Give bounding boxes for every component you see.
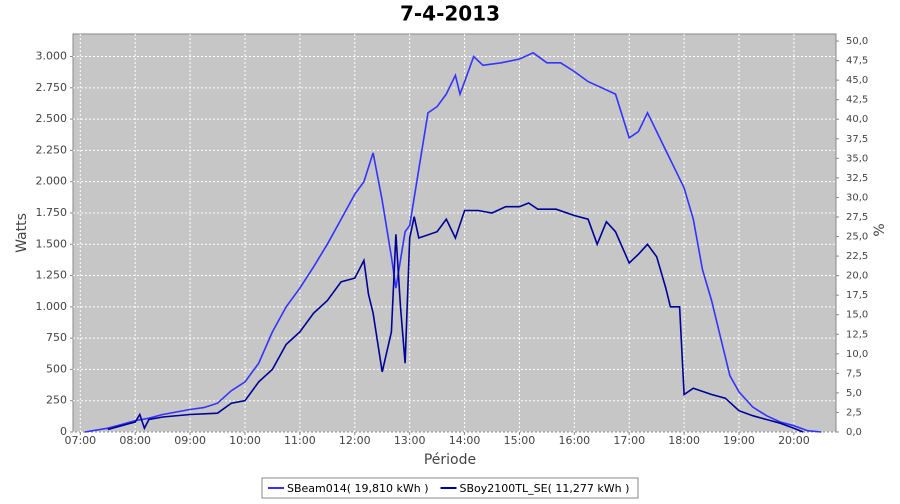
y2-tick-label: 40,0 bbox=[846, 114, 868, 125]
x-tick-label: 09:00 bbox=[174, 434, 206, 447]
x-tick-label: 08:00 bbox=[119, 434, 151, 447]
y2-tick-label: 37,5 bbox=[846, 134, 868, 145]
y2-tick-label: 12,5 bbox=[846, 329, 868, 340]
x-tick-label: 16:00 bbox=[558, 434, 590, 447]
series-line bbox=[84, 51, 822, 433]
y2-tick-label: 20,0 bbox=[846, 271, 868, 282]
x-tick-label: 13:00 bbox=[394, 434, 426, 447]
y2-tick-label: 2,5 bbox=[846, 407, 862, 418]
x-tick-label: 11:00 bbox=[284, 434, 316, 447]
x-tick-label: 20:00 bbox=[778, 434, 810, 447]
y2-tick-label: 42,5 bbox=[846, 95, 868, 106]
y2-tick-label: 47,5 bbox=[846, 56, 868, 67]
y2-tick-label: 45,0 bbox=[846, 75, 868, 86]
y-axis-label: Watts bbox=[14, 213, 30, 253]
x-tick-label: 12:00 bbox=[339, 434, 371, 447]
y2-tick-label: 30,0 bbox=[846, 192, 868, 203]
y2-tick-label: 35,0 bbox=[846, 153, 868, 164]
y2-tick-label: 22,5 bbox=[846, 251, 868, 262]
x-tick-label: 14:00 bbox=[449, 434, 481, 447]
y-tick-label: 1.750 bbox=[36, 206, 68, 219]
y-tick-label: 500 bbox=[46, 362, 67, 375]
plot-area bbox=[72, 33, 837, 433]
y-tick-label: 3.000 bbox=[36, 50, 68, 63]
legend-label: SBoy2100TL_SE( 11,277 kWh ) bbox=[460, 482, 630, 495]
y2-tick-label: 5,0 bbox=[846, 388, 862, 399]
y2-tick-label: 15,0 bbox=[846, 310, 868, 321]
y2-tick-label: 27,5 bbox=[846, 212, 868, 223]
y-tick-label: 2.500 bbox=[36, 112, 68, 125]
y2-tick-label: 10,0 bbox=[846, 349, 868, 360]
y2-tick-label: 50,0 bbox=[846, 36, 868, 47]
legend-label: SBeam014( 19,810 kWh ) bbox=[287, 482, 429, 495]
y-tick-label: 0 bbox=[60, 425, 67, 438]
x-tick-label: 18:00 bbox=[668, 434, 700, 447]
y2-tick-label: 0,0 bbox=[846, 427, 862, 438]
series-line bbox=[107, 202, 804, 433]
x-tick-label: 10:00 bbox=[229, 434, 261, 447]
y2-tick-label: 32,5 bbox=[846, 173, 868, 184]
x-tick-label: 07:00 bbox=[64, 434, 96, 447]
x-axis-label: Période bbox=[424, 452, 476, 468]
x-tick-label: 17:00 bbox=[613, 434, 645, 447]
y-tick-label: 750 bbox=[46, 331, 67, 344]
y2-axis-label: % bbox=[872, 223, 888, 236]
chart-title: 7-4-2013 bbox=[400, 2, 500, 26]
y-tick-label: 1.250 bbox=[36, 269, 68, 282]
y-tick-label: 250 bbox=[46, 394, 67, 407]
x-tick-label: 19:00 bbox=[723, 434, 755, 447]
y-tick-label: 2.250 bbox=[36, 143, 68, 156]
y2-tick-label: 7,5 bbox=[846, 368, 862, 379]
x-tick-label: 15:00 bbox=[504, 434, 536, 447]
y2-tick-label: 25,0 bbox=[846, 232, 868, 243]
y2-tick-label: 17,5 bbox=[846, 290, 868, 301]
y-tick-label: 1.500 bbox=[36, 237, 68, 250]
y-tick-label: 2.750 bbox=[36, 81, 68, 94]
y-tick-label: 2.000 bbox=[36, 175, 68, 188]
y-tick-label: 1.000 bbox=[36, 300, 68, 313]
